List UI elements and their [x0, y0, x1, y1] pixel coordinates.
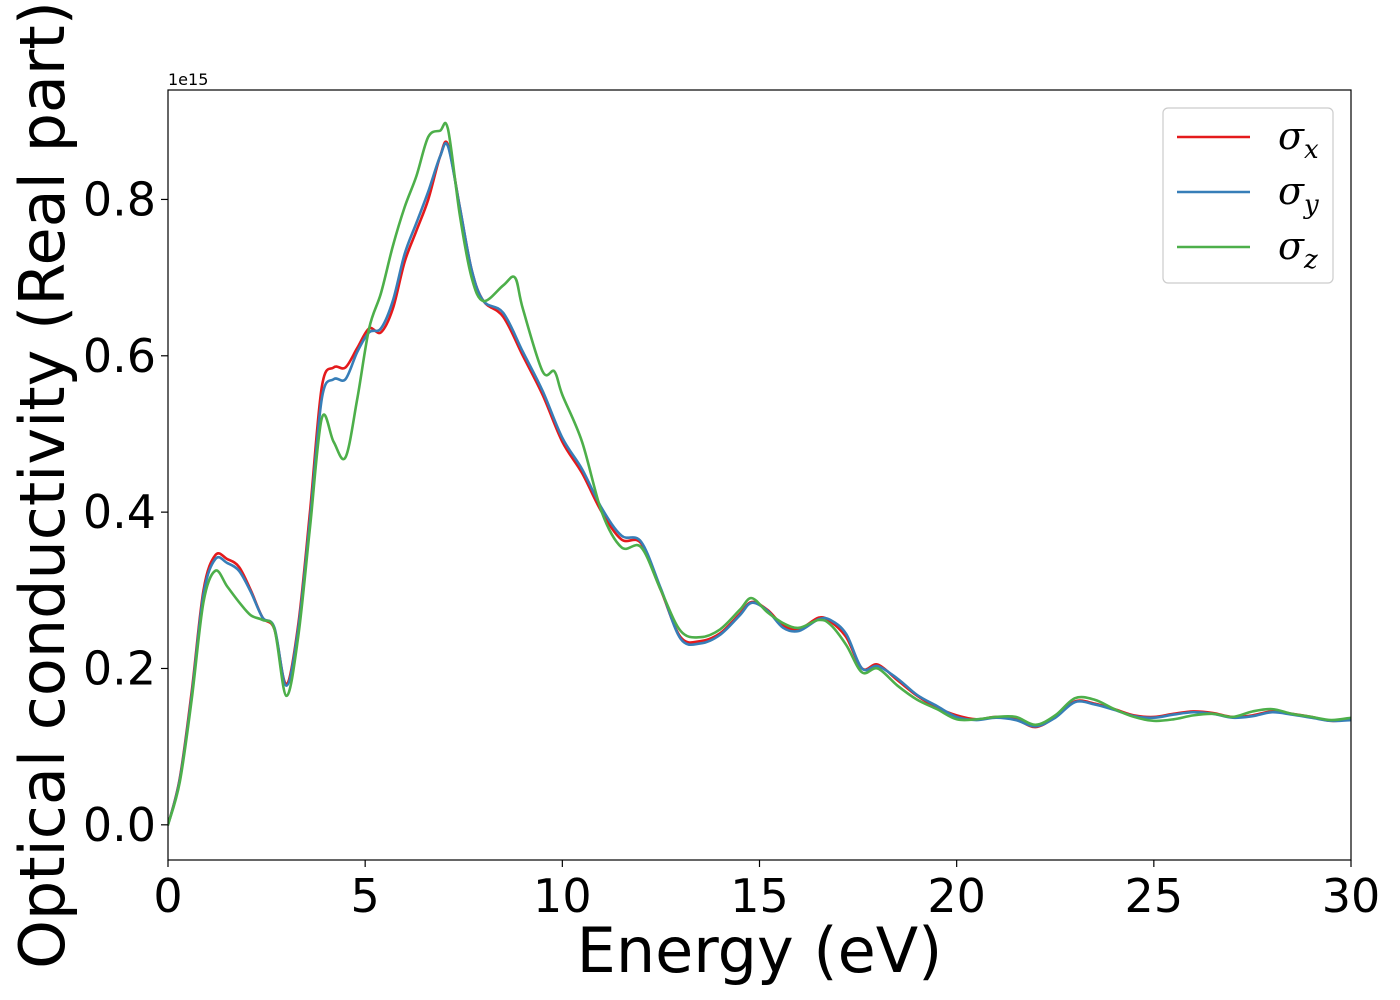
x-tick-label: 30 [1322, 869, 1381, 923]
legend-label-z: σz [1278, 224, 1318, 275]
y-tick-label: 0.0 [83, 798, 156, 852]
legend-label-y: σy [1278, 169, 1319, 220]
y-axis: 0.0 0.2 0.4 0.6 0.8 [83, 172, 168, 852]
x-tick-label: 5 [351, 869, 380, 923]
x-tick-label: 15 [730, 869, 789, 923]
series-line-z [168, 121, 1351, 827]
x-tick-label: 25 [1125, 869, 1184, 923]
y-tick-label: 0.6 [83, 329, 156, 383]
x-tick-label: 20 [927, 869, 986, 923]
x-axis: 0 5 10 15 20 25 30 [153, 860, 1380, 923]
series-group [168, 121, 1351, 827]
y-offset-label: 1e15 [168, 70, 208, 89]
x-tick-label: 10 [533, 869, 592, 923]
legend-label-x: σx [1278, 114, 1319, 165]
y-tick-label: 0.4 [83, 485, 156, 539]
y-axis-label: Optical conductivity (Real part) [6, 1, 79, 969]
legend-box [1162, 107, 1334, 284]
x-tick-label: 0 [153, 869, 182, 923]
y-tick-label: 0.2 [83, 641, 156, 695]
y-tick-label: 0.8 [83, 172, 156, 226]
x-axis-label: Energy (eV) [577, 914, 943, 987]
plot-area [168, 90, 1351, 860]
